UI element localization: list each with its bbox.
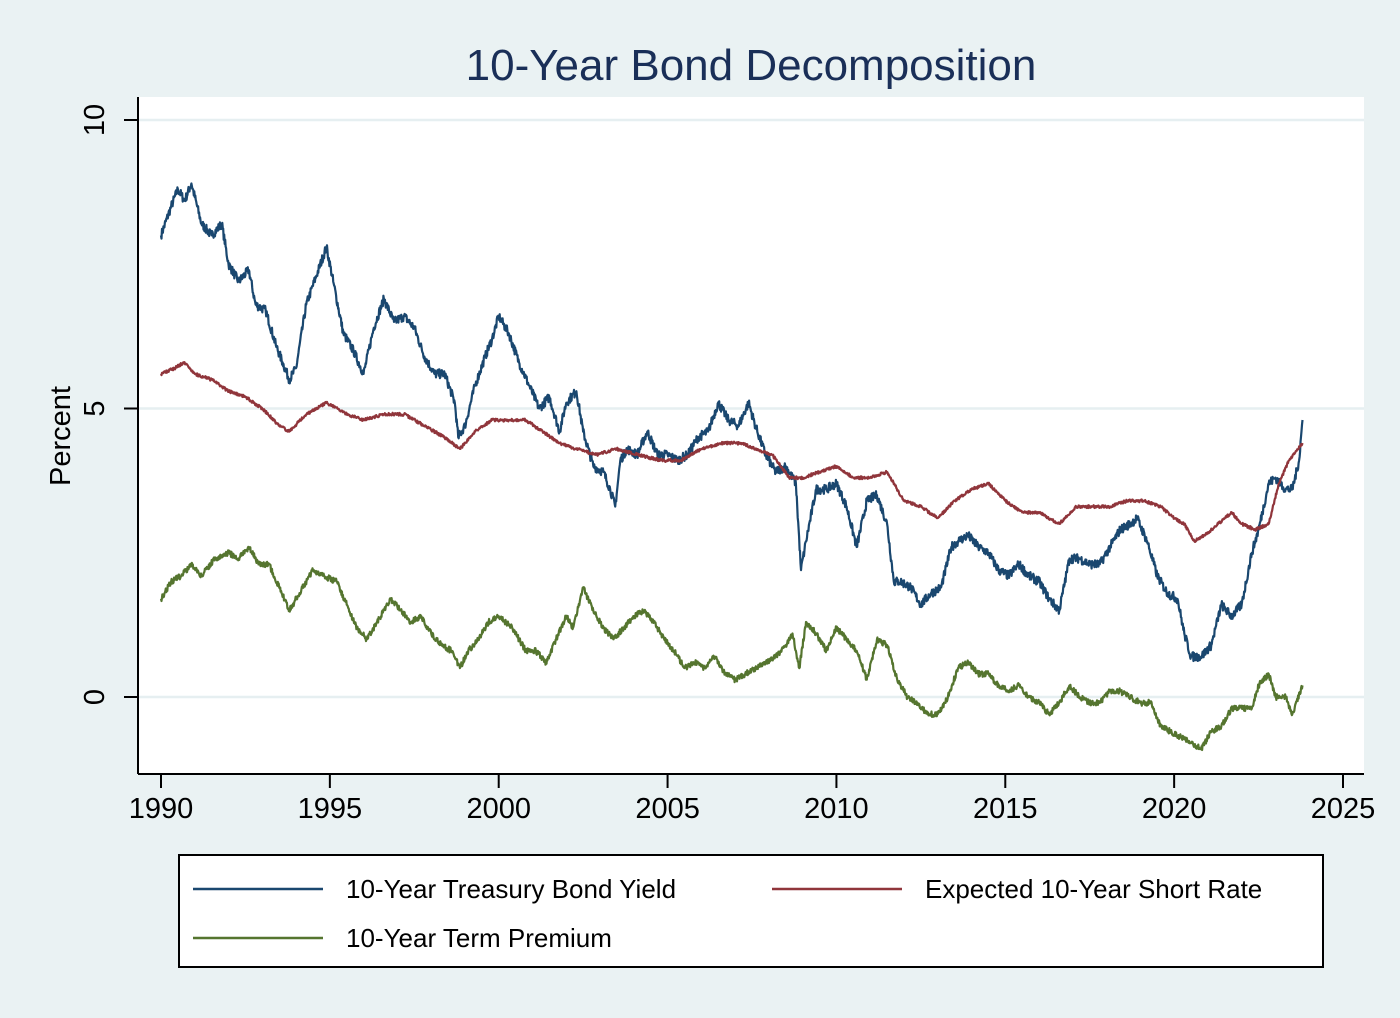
y-axis-title: Percent [45, 386, 77, 486]
legend-label-expected-short-rate: Expected 10-Year Short Rate [925, 874, 1262, 904]
plot-area [138, 97, 1364, 774]
x-tick-label-2025: 2025 [1311, 793, 1376, 825]
y-tick-label-10: 10 [79, 104, 111, 136]
legend-label-treasury-yield: 10-Year Treasury Bond Yield [346, 874, 676, 904]
series-line-2 [159, 545, 1304, 752]
y-tick-label-5: 5 [79, 400, 111, 416]
axes: 0 5 10 1990 1995 2000 2005 2010 2015 2020 2025 [79, 97, 1375, 825]
x-tick-label-2020: 2020 [1142, 793, 1207, 825]
x-tick-label-2015: 2015 [973, 793, 1038, 825]
series-line-1 [159, 361, 1304, 544]
x-tick-label-2010: 2010 [804, 793, 869, 825]
series-line-0 [159, 182, 1304, 663]
x-tick-label-1995: 1995 [298, 793, 363, 825]
legend: 10-Year Treasury Bond Yield Expected 10-… [178, 854, 1324, 968]
chart-title: 10-Year Bond Decomposition [466, 41, 1037, 90]
x-tick-label-2000: 2000 [466, 793, 531, 825]
series-lines [159, 182, 1304, 752]
x-tick-label-1990: 1990 [129, 793, 194, 825]
legend-label-term-premium: 10-Year Term Premium [346, 923, 612, 953]
y-tick-label-0: 0 [79, 689, 111, 705]
x-tick-label-2005: 2005 [635, 793, 700, 825]
legend-box [178, 854, 1324, 968]
